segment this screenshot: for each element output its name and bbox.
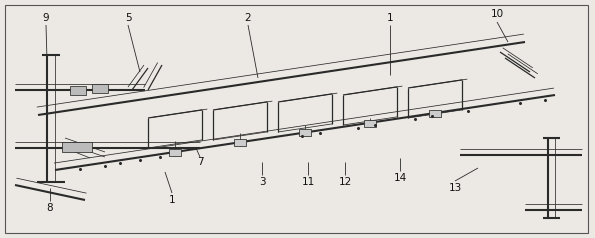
Bar xyxy=(169,149,181,156)
Text: 2: 2 xyxy=(245,13,251,23)
Bar xyxy=(429,110,441,117)
Bar xyxy=(299,129,311,136)
Text: 11: 11 xyxy=(302,177,315,187)
Bar xyxy=(70,86,86,95)
Text: 10: 10 xyxy=(490,9,503,19)
Text: 3: 3 xyxy=(259,177,265,187)
Text: 14: 14 xyxy=(393,173,406,183)
Text: 7: 7 xyxy=(197,157,203,167)
Text: 8: 8 xyxy=(46,203,54,213)
Text: 13: 13 xyxy=(449,183,462,193)
Bar xyxy=(234,139,246,146)
Text: 9: 9 xyxy=(43,13,49,23)
Text: 1: 1 xyxy=(387,13,393,23)
Text: 12: 12 xyxy=(339,177,352,187)
Text: 1: 1 xyxy=(169,195,176,205)
Bar xyxy=(364,120,376,127)
Text: 5: 5 xyxy=(125,13,131,23)
Bar xyxy=(92,84,108,93)
Bar xyxy=(62,142,92,152)
